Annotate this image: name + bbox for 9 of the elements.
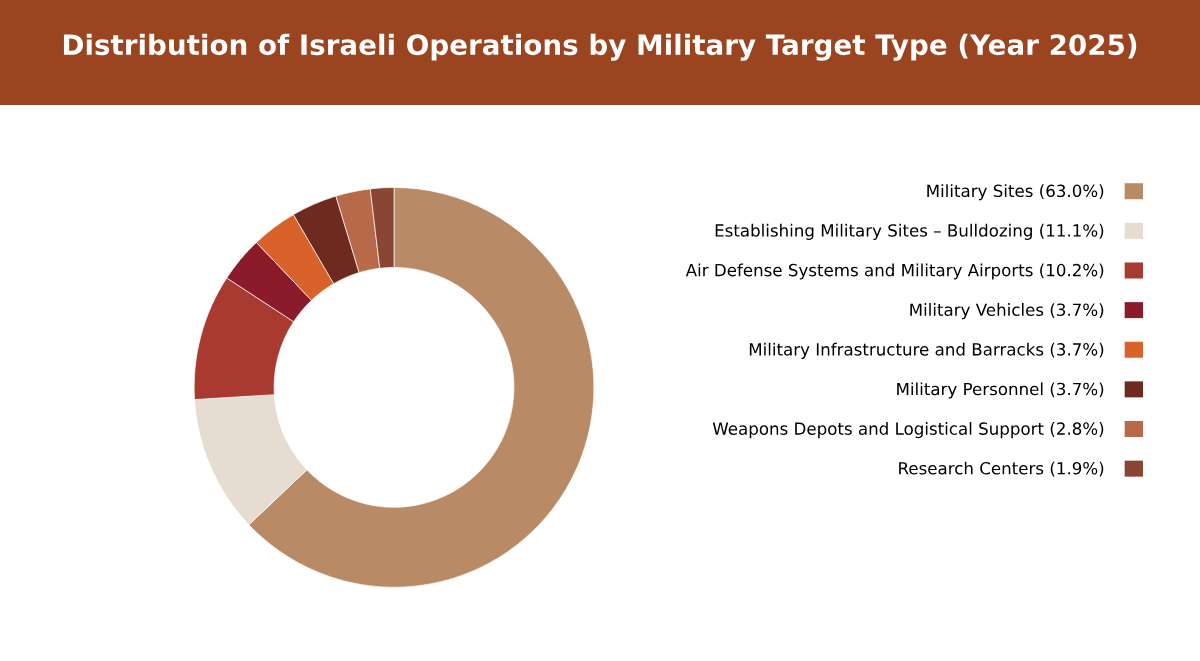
legend-label: Military Vehicles (3.7%) <box>910 303 1104 320</box>
legend-label: Research Centers (1.9%) <box>899 461 1104 477</box>
legend-label: Air Defense Systems and Military Airports (10.2%) <box>685 263 1104 280</box>
chart-title: Distribution of Israeli Operations by Military Target Type (Year 2025) <box>63 33 1137 61</box>
legend-label: Military Personnel (3.7%) <box>897 382 1104 399</box>
legend-label: Military Infrastructure and Barracks (3.7%) <box>749 342 1104 359</box>
legend-label: Establishing Military Sites – Bulldozing (11.1%) <box>715 223 1104 240</box>
legend-label: Weapons Depots and Logistical Support (2.8%) <box>712 422 1104 439</box>
legend-label: Military Sites (63.0%) <box>927 184 1104 201</box>
